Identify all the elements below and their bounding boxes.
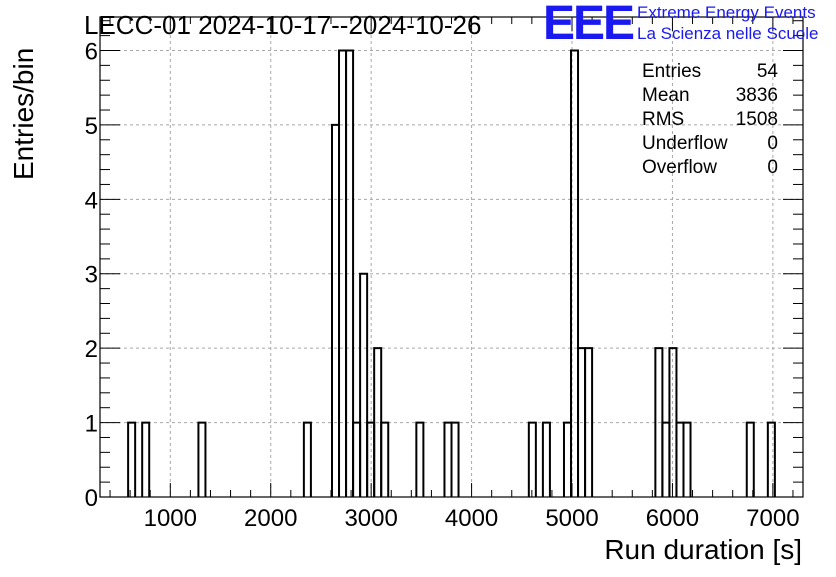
- x-tick-label: 2000: [244, 505, 297, 532]
- histogram-bin: [570, 49, 580, 497]
- y-tick-label: 5: [85, 113, 98, 140]
- stat-value: 3836: [735, 85, 778, 106]
- grid: [100, 17, 803, 497]
- y-tick-label: 4: [85, 187, 98, 214]
- x-axis-label: Run duration [s]: [604, 534, 802, 565]
- axis-ticks: [100, 17, 803, 498]
- stat-value: 0: [767, 157, 778, 178]
- x-tick-label: 5000: [545, 505, 598, 532]
- tick-labels: 1000 2000 3000 4000 5000 6000 7000 0 1 2 3 4 5 6: [85, 38, 800, 532]
- stat-rms: RMS 1508: [642, 108, 778, 132]
- histogram-bin: [415, 421, 425, 497]
- y-tick-label: 2: [85, 336, 98, 363]
- y-tick-label: 0: [85, 485, 98, 512]
- histogram-bin: [197, 421, 207, 497]
- histogram-bin: [745, 421, 755, 497]
- x-tick-label: 6000: [646, 505, 699, 532]
- x-tick-label: 7000: [746, 505, 799, 532]
- histogram-bin: [352, 421, 362, 497]
- histogram-bin: [541, 421, 551, 497]
- histogram-bin: [562, 421, 573, 497]
- chart-title: LECC-01 2024-10-17--2024-10-26: [84, 10, 482, 40]
- histogram-bin: [661, 421, 671, 497]
- x-tick-label: 4000: [445, 505, 498, 532]
- y-tick-label: 6: [85, 38, 98, 65]
- stat-value: 1508: [735, 109, 778, 130]
- y-tick-label: 3: [85, 262, 98, 289]
- histogram-bin: [127, 421, 137, 497]
- logo-line-1: Extreme Energy Events: [637, 3, 816, 22]
- histogram-series: [127, 49, 776, 497]
- histogram-bin: [766, 421, 776, 497]
- stat-underflow: Underflow 0: [642, 132, 778, 156]
- histogram-bin: [443, 421, 453, 497]
- stat-mean: Mean 3836: [642, 84, 778, 108]
- histogram-bin: [675, 421, 685, 497]
- histogram-bin: [345, 49, 355, 497]
- x-tick-label: 1000: [144, 505, 197, 532]
- stats-box: Entries 54 Mean 3836 RMS 1508 Underflow …: [642, 60, 778, 180]
- stat-value: 0: [767, 133, 778, 154]
- histogram-bin: [359, 272, 369, 497]
- stat-label: RMS: [642, 109, 685, 130]
- stat-label: Underflow: [642, 133, 728, 154]
- stat-overflow: Overflow 0: [642, 156, 778, 180]
- stat-entries: Entries 54: [642, 60, 778, 84]
- histogram-bin: [141, 421, 151, 497]
- logo-line-2: La Scienza nelle Scuole: [637, 24, 819, 43]
- histogram-bin: [527, 421, 537, 497]
- histogram-bin: [682, 421, 692, 497]
- stat-value: 54: [756, 61, 778, 82]
- histogram-bin: [380, 421, 390, 497]
- eee-logo: EEE: [543, 0, 635, 50]
- y-tick-label: 1: [85, 411, 98, 438]
- histogram-bin: [330, 123, 341, 497]
- x-tick-label: 3000: [344, 505, 397, 532]
- y-axis-label: Entries/bin: [8, 47, 39, 180]
- histogram-bin: [450, 421, 460, 497]
- histogram-bin: [366, 421, 376, 497]
- stat-label: Overflow: [642, 157, 717, 178]
- stat-label: Entries: [642, 61, 702, 82]
- stat-label: Mean: [642, 85, 690, 106]
- histogram-bin: [584, 347, 594, 497]
- histogram-bin: [302, 421, 312, 497]
